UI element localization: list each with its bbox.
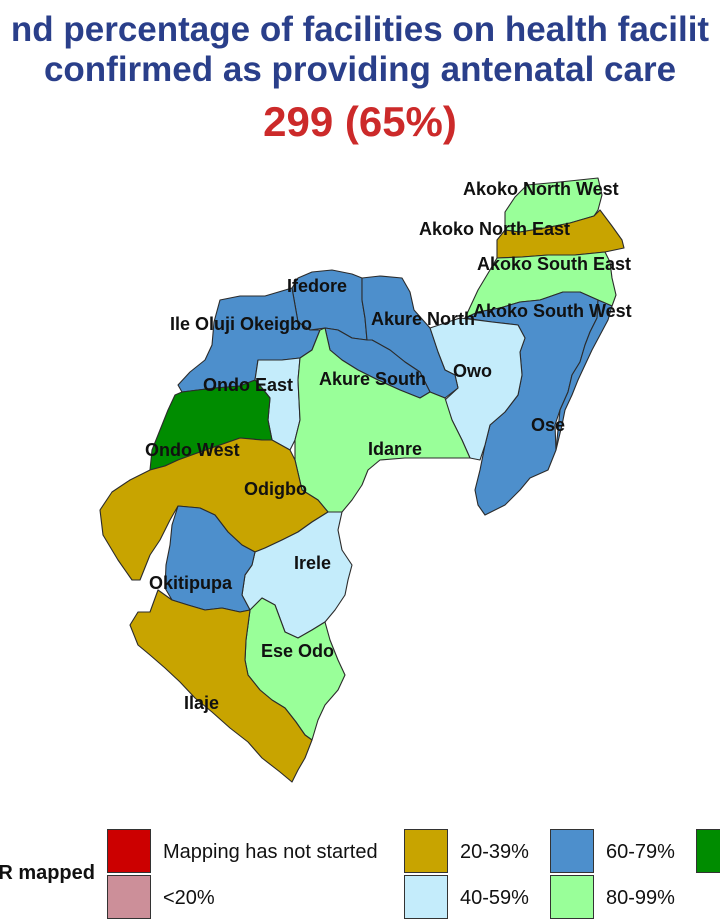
legend-swatch-not-started bbox=[107, 829, 151, 873]
lga-label-ose: Ose bbox=[531, 415, 565, 435]
legend-swatch-60-79 bbox=[550, 829, 594, 873]
map-title-line-2: confirmed as providing antenatal care bbox=[43, 50, 677, 89]
lga-region-ose[interactable] bbox=[555, 299, 613, 451]
legend-label-40-59: 40-59% bbox=[460, 887, 529, 909]
legend-label-20-39: 20-39% bbox=[460, 841, 529, 863]
lga-label-akoko-south-east: Akoko South East bbox=[477, 254, 631, 274]
headline-statistic: 299 (65%) bbox=[263, 98, 457, 145]
lga-label-okitipupa: Okitipupa bbox=[149, 573, 233, 593]
lga-label-akure-north: Akure North bbox=[371, 309, 475, 329]
legend-label-not-started: Mapping has not started bbox=[163, 841, 378, 863]
legend-swatch-80-99 bbox=[550, 875, 594, 919]
lga-label-ondo-west: Ondo West bbox=[145, 440, 240, 460]
legend-swatch-20-39 bbox=[404, 829, 448, 873]
lga-label-irele: Irele bbox=[294, 553, 331, 573]
legend-swatch-40-59 bbox=[404, 875, 448, 919]
lga-label-akoko-north-west: Akoko North West bbox=[463, 179, 619, 199]
legend-label-80-99: 80-99% bbox=[606, 887, 675, 909]
legend-swatch-100 bbox=[696, 829, 720, 873]
lga-label-ese-odo: Ese Odo bbox=[261, 641, 334, 661]
lga-region-ilaje[interactable] bbox=[129, 589, 313, 783]
lga-label-ondo-east: Ondo East bbox=[203, 375, 293, 395]
legend-title: R mapped bbox=[0, 862, 95, 884]
lga-label-idanre: Idanre bbox=[368, 439, 422, 459]
legend-label-60-79: 60-79% bbox=[606, 841, 675, 863]
lga-label-ile-oluji-okeigbo: Ile Oluji Okeigbo bbox=[170, 314, 312, 334]
map-title-line-1: nd percentage of facilities on health fa… bbox=[10, 10, 710, 49]
lga-label-ifedore: Ifedore bbox=[287, 276, 347, 296]
legend-swatch-under-20 bbox=[107, 875, 151, 919]
lga-label-akoko-south-west: Akoko South West bbox=[473, 301, 632, 321]
lga-label-akoko-north-east: Akoko North East bbox=[419, 219, 570, 239]
lga-label-owo: Owo bbox=[453, 361, 492, 381]
lga-label-akure-south: Akure South bbox=[319, 369, 426, 389]
legend-label-under-20: <20% bbox=[163, 887, 215, 909]
lga-label-odigbo: Odigbo bbox=[244, 479, 307, 499]
lga-label-ilaje: Ilaje bbox=[184, 693, 219, 713]
